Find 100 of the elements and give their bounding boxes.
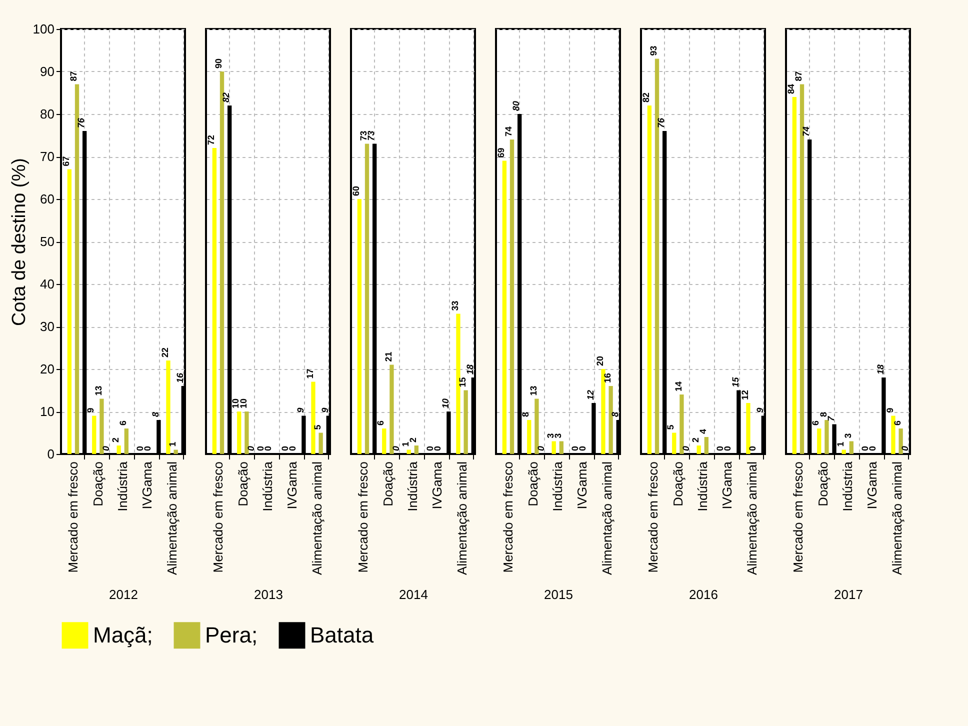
bar xyxy=(390,364,394,454)
data-label: 6 xyxy=(118,420,128,426)
data-label: 9 xyxy=(884,408,895,413)
x-tick-label: Indústria xyxy=(695,460,710,512)
x-axis-title: 2012 xyxy=(109,586,138,602)
data-label: 9 xyxy=(86,408,96,413)
data-label: 9 xyxy=(295,408,306,413)
data-label: 0 xyxy=(868,446,878,451)
data-label: 0 xyxy=(715,446,726,451)
bar xyxy=(680,394,684,454)
y-tick-label: 30 xyxy=(40,319,54,334)
data-label: 10 xyxy=(440,398,450,408)
bar xyxy=(357,199,362,454)
data-label: 73 xyxy=(358,130,369,141)
data-label: 72 xyxy=(206,134,216,145)
x-tick-label: Indústria xyxy=(550,460,565,512)
data-label: 6 xyxy=(376,420,386,426)
data-label: 16 xyxy=(174,372,185,383)
bar xyxy=(559,441,564,454)
bar xyxy=(124,428,128,454)
bar xyxy=(849,441,854,454)
x-tick-label: Alimentação animal xyxy=(599,461,614,575)
data-label: 9 xyxy=(754,408,765,413)
data-label: 93 xyxy=(648,46,659,56)
data-label: 15 xyxy=(457,377,468,388)
x-tick-label: Mercado em fresco xyxy=(356,462,371,573)
x-tick-label: Mercado em fresco xyxy=(790,462,806,573)
x-tick-label: Indústria xyxy=(260,460,275,512)
bar xyxy=(898,428,903,454)
x-tick-label: Mercado em fresco xyxy=(500,462,516,573)
bar xyxy=(534,398,539,454)
y-tick-label: 80 xyxy=(40,106,54,122)
data-label: 90 xyxy=(214,58,224,68)
data-label: 0 xyxy=(255,446,266,451)
bar xyxy=(608,386,613,454)
x-tick-label: Indústria xyxy=(840,460,855,512)
legend-label: Maçã; xyxy=(93,622,153,648)
bar xyxy=(552,441,556,454)
bar xyxy=(601,369,606,454)
data-label: 0 xyxy=(747,446,758,451)
data-label: 14 xyxy=(673,381,684,392)
bar xyxy=(244,412,249,454)
bar xyxy=(100,398,104,454)
x-tick-label: IVGama xyxy=(284,460,300,510)
data-label: 20 xyxy=(594,356,605,366)
x-tick-label: IVGama xyxy=(720,460,735,510)
data-label: 0 xyxy=(536,446,546,451)
data-label: 2 xyxy=(408,437,418,442)
data-label: 33 xyxy=(450,300,460,311)
bar xyxy=(318,432,323,454)
x-axis-title: 2014 xyxy=(399,586,428,602)
bar xyxy=(792,97,797,454)
data-label: 76 xyxy=(656,116,666,128)
data-label: 6 xyxy=(892,420,902,426)
data-label: 74 xyxy=(801,126,812,136)
x-tick-label: Mercado em fresco xyxy=(646,462,661,573)
bar xyxy=(464,390,468,454)
data-label: 13 xyxy=(528,386,538,396)
data-label: 7 xyxy=(826,415,836,422)
data-label: 4 xyxy=(698,428,708,434)
data-label: 3 xyxy=(553,433,563,438)
bar xyxy=(67,169,72,454)
data-label: 1 xyxy=(835,442,846,447)
x-tick-label: IVGama xyxy=(430,460,445,510)
y-tick-label: 0 xyxy=(47,446,54,462)
bar xyxy=(311,382,316,454)
data-label: 12 xyxy=(585,390,596,400)
x-tick-label: Indústria xyxy=(115,460,130,512)
bar xyxy=(647,106,652,454)
x-axis-title: 2016 xyxy=(689,586,718,602)
data-label: 22 xyxy=(160,347,170,358)
bar xyxy=(654,58,660,454)
data-label: 0 xyxy=(722,446,733,451)
x-tick-label: Indústria xyxy=(405,460,420,512)
legend-label: Pera; xyxy=(205,622,258,648)
y-tick-label: 50 xyxy=(40,234,54,249)
bar xyxy=(166,360,170,454)
x-tick-label: Doação xyxy=(670,462,686,506)
data-label: 0 xyxy=(432,446,443,451)
data-label: 0 xyxy=(570,446,580,451)
data-label: 73 xyxy=(366,130,376,141)
data-label: 5 xyxy=(666,424,676,430)
data-label: 60 xyxy=(351,186,362,196)
data-label: 0 xyxy=(425,446,436,451)
bar xyxy=(746,403,750,454)
bar xyxy=(382,428,386,454)
bar xyxy=(364,144,370,454)
data-label: 0 xyxy=(578,446,588,451)
x-tick-label: Alimentação animal xyxy=(164,461,180,575)
x-tick-label: Alimentação animal xyxy=(744,461,760,575)
y-axis-title: Cota de destino (%) xyxy=(8,158,30,326)
data-label: 84 xyxy=(786,84,796,94)
data-label: 0 xyxy=(680,446,691,451)
data-label: 87 xyxy=(794,71,804,82)
x-tick-label: IVGama xyxy=(864,460,880,510)
x-tick-label: Doação xyxy=(235,462,250,506)
data-label: 8 xyxy=(150,412,160,417)
bar xyxy=(891,416,896,454)
bar xyxy=(237,412,242,454)
x-tick-label: Doação xyxy=(525,462,540,506)
